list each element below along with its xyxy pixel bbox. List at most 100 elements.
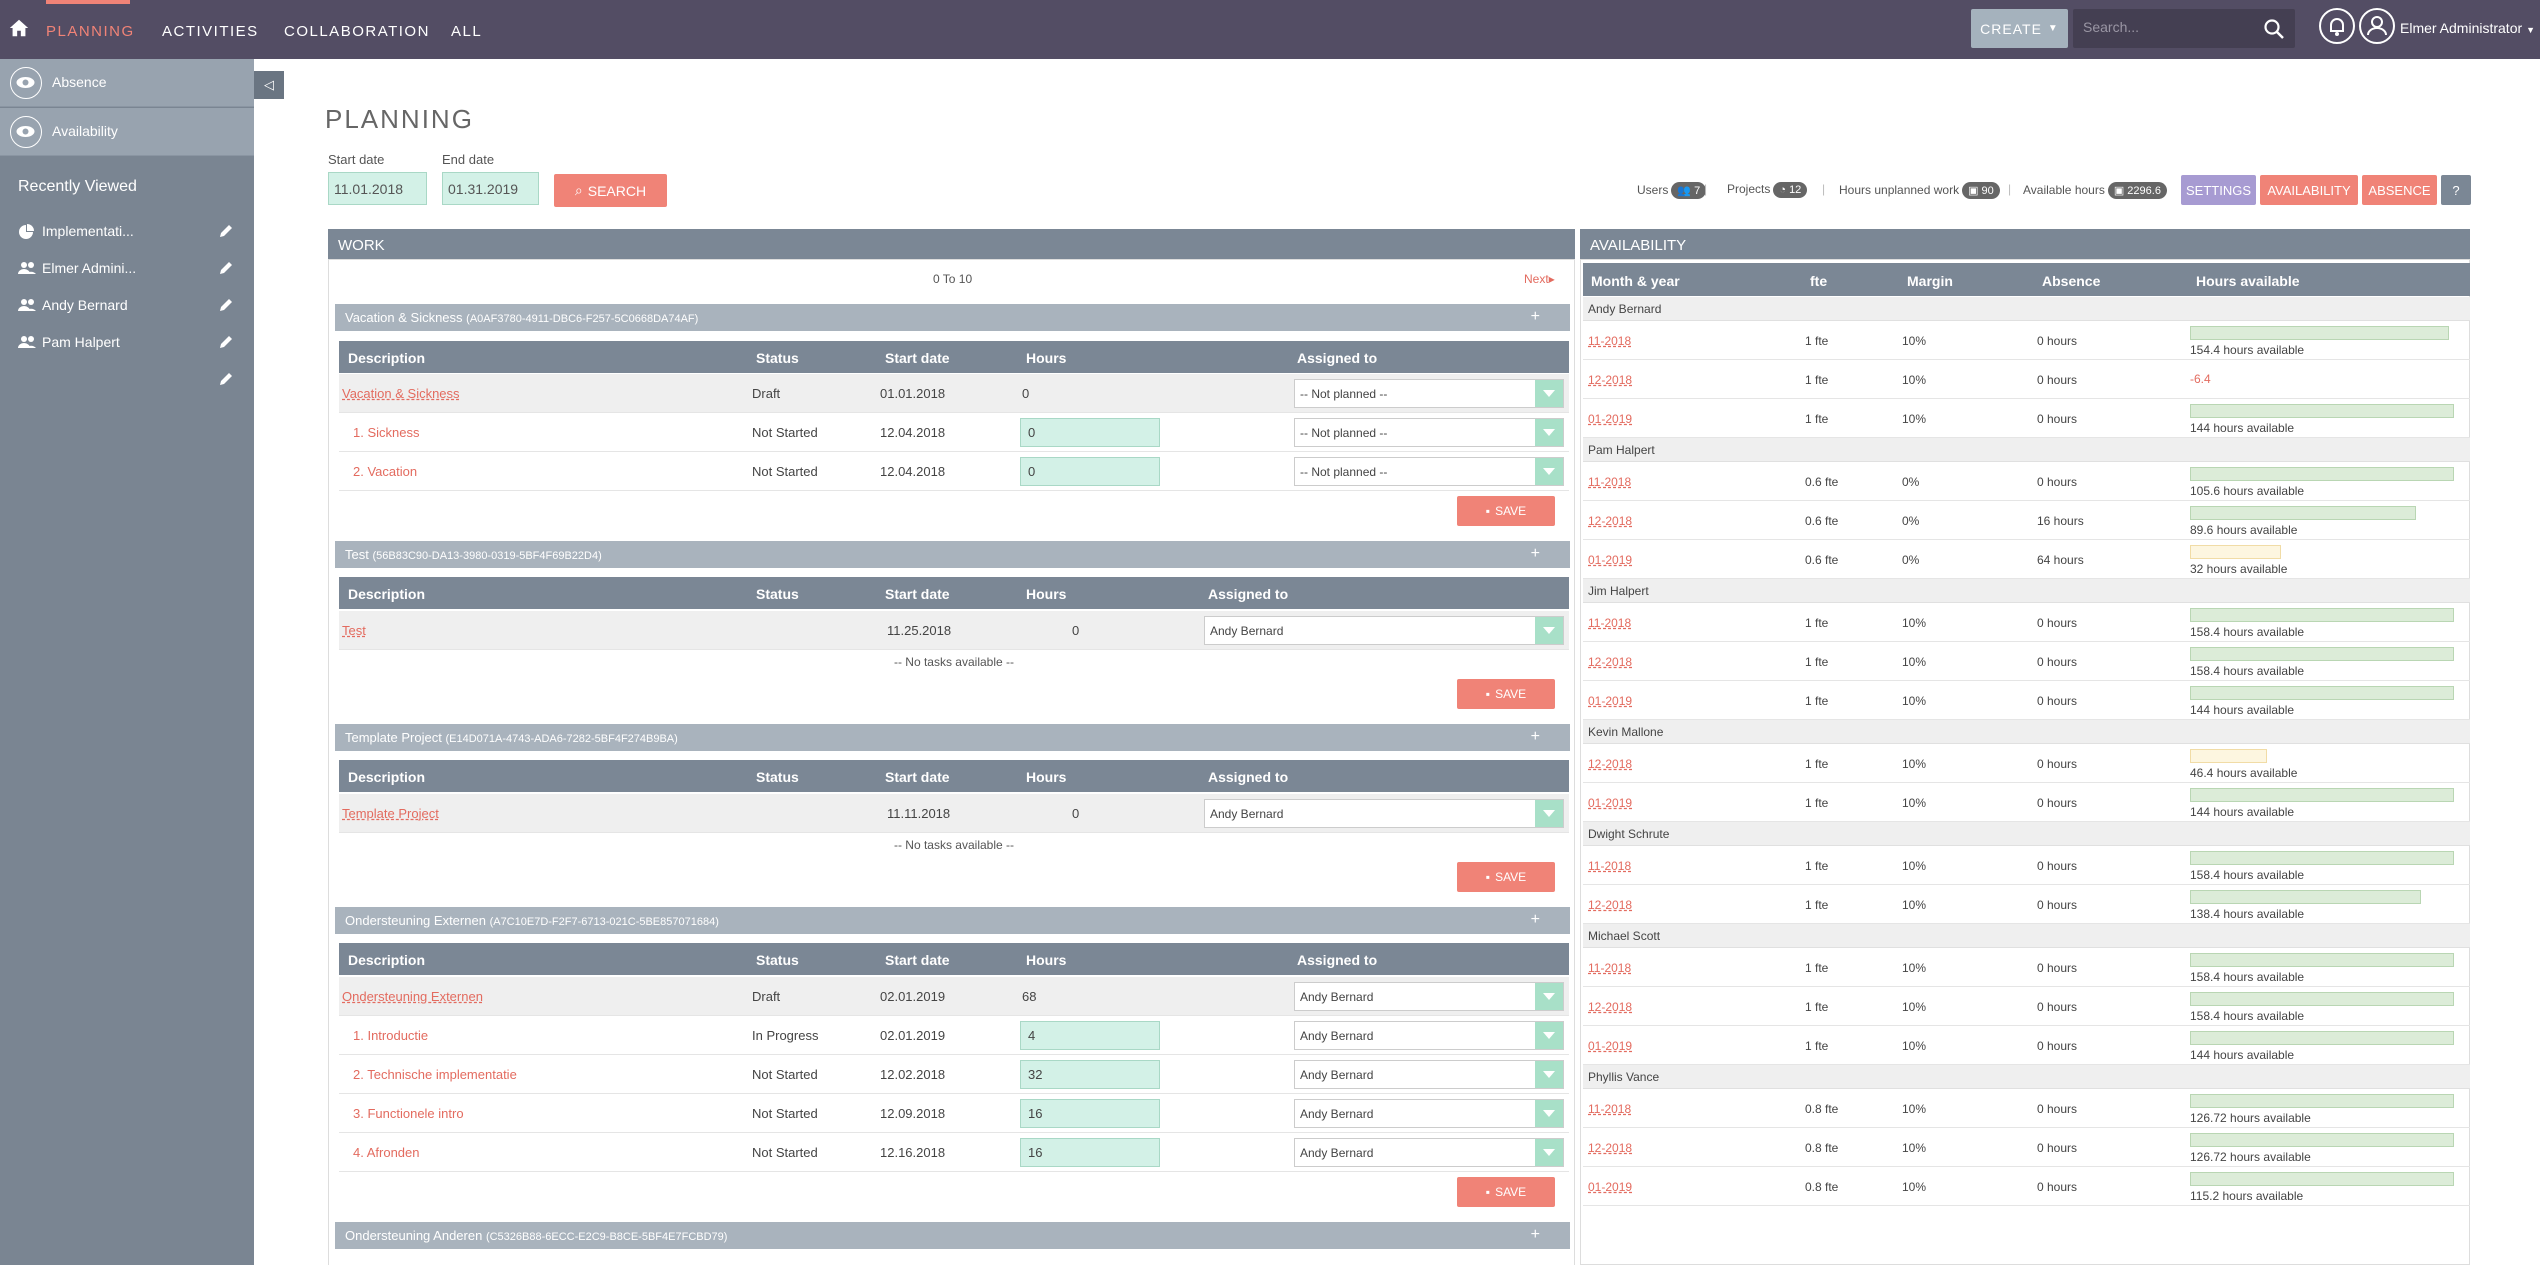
user-avatar-icon[interactable]	[2359, 8, 2395, 44]
month-link[interactable]: 01-2019	[1588, 553, 1633, 567]
task-link[interactable]: 2. Technische implementatie	[353, 1067, 517, 1082]
save-button[interactable]: ▪ SAVE	[1457, 862, 1555, 892]
month-link[interactable]: 12-2018	[1588, 1000, 1633, 1014]
month-link[interactable]: 01-2019	[1588, 796, 1633, 810]
project-link[interactable]: Template Project	[342, 806, 439, 821]
month-link[interactable]: 11-2018	[1588, 1102, 1632, 1116]
tab-planning[interactable]: PLANNING	[46, 23, 135, 40]
help-button[interactable]: ?	[2441, 175, 2471, 205]
end-date-field[interactable]: 01.31.2019	[442, 172, 539, 205]
month-link[interactable]: 12-2018	[1588, 655, 1633, 669]
expand-icon[interactable]: +	[1530, 308, 1540, 325]
project-link[interactable]: Test	[342, 623, 366, 638]
availability-button[interactable]: AVAILABILITY	[2260, 175, 2358, 205]
dropdown-arrow-icon	[1535, 617, 1563, 644]
search-icon[interactable]	[2263, 18, 2285, 40]
hours-input[interactable]: 4	[1020, 1021, 1160, 1050]
project-group-header[interactable]: Ondersteuning Externen (A7C10E7D-F2F7-67…	[335, 907, 1570, 934]
month-link[interactable]: 11-2018	[1588, 475, 1632, 489]
pager-next-label: Next	[1524, 272, 1549, 286]
notifications-bell-icon[interactable]	[2319, 8, 2355, 44]
home-icon[interactable]	[8, 17, 30, 39]
hours-input[interactable]: 16	[1020, 1099, 1160, 1128]
pencil-icon[interactable]	[218, 297, 234, 313]
month-link[interactable]: 12-2018	[1588, 514, 1633, 528]
hours-input[interactable]: 0	[1020, 418, 1160, 447]
expand-icon[interactable]: +	[1530, 545, 1540, 562]
month-link[interactable]: 12-2018	[1588, 1141, 1633, 1155]
hours-input[interactable]: 0	[1020, 457, 1160, 486]
hours-input[interactable]: 32	[1020, 1060, 1160, 1089]
pencil-icon[interactable]	[218, 223, 234, 239]
expand-icon[interactable]: +	[1530, 1226, 1540, 1243]
save-button[interactable]: ▪ SAVE	[1457, 496, 1555, 526]
save-button[interactable]: ▪ SAVE	[1457, 679, 1555, 709]
month-link[interactable]: 01-2019	[1588, 694, 1633, 708]
month-link[interactable]: 11-2018	[1588, 334, 1632, 348]
assigned-select[interactable]: -- Not planned --	[1294, 457, 1564, 486]
pager-next[interactable]: Next▸	[1524, 272, 1555, 286]
pencil-icon[interactable]	[218, 334, 234, 350]
search-button[interactable]: ⌕ SEARCH	[554, 174, 667, 207]
project-link[interactable]: Vacation & Sickness	[342, 386, 460, 401]
tab-all[interactable]: ALL	[451, 23, 483, 40]
sidebar-link-absence[interactable]: Absence	[0, 59, 254, 107]
expand-icon[interactable]: +	[1530, 728, 1540, 745]
month-link[interactable]: 11-2018	[1588, 616, 1632, 630]
month-link[interactable]: 01-2019	[1588, 1039, 1633, 1053]
month-link[interactable]: 01-2019	[1588, 1180, 1633, 1194]
search-input[interactable]	[2083, 19, 2243, 35]
settings-button[interactable]: SETTINGS	[2181, 175, 2256, 205]
month-link[interactable]: 01-2019	[1588, 412, 1633, 426]
task-link[interactable]: 1. Introductie	[353, 1028, 429, 1043]
assigned-select[interactable]: Andy Bernard	[1204, 799, 1564, 828]
recent-item[interactable]: Implementati...	[0, 217, 254, 247]
hours-available-text: 115.2 hours available	[2190, 1189, 2304, 1203]
absence-value: 0 hours	[2037, 412, 2078, 426]
project-group-header[interactable]: Template Project (E14D071A-4743-ADA6-728…	[335, 724, 1570, 751]
month-link[interactable]: 11-2018	[1588, 859, 1632, 873]
tab-activities[interactable]: ACTIVITIES	[162, 23, 259, 40]
task-link[interactable]: 4. Afronden	[353, 1145, 420, 1160]
absence-button[interactable]: ABSENCE	[2362, 175, 2437, 205]
assigned-select[interactable]: Andy Bernard	[1294, 1021, 1564, 1050]
user-menu[interactable]: Elmer Administrator ▼	[2400, 20, 2535, 36]
month-link[interactable]: 11-2018	[1588, 961, 1632, 975]
assigned-select[interactable]: Andy Bernard	[1294, 1099, 1564, 1128]
recent-item[interactable]	[0, 365, 254, 395]
task-link[interactable]: 3. Functionele intro	[353, 1106, 464, 1121]
hours-input[interactable]: 16	[1020, 1138, 1160, 1167]
month-link[interactable]: 12-2018	[1588, 898, 1633, 912]
task-link[interactable]: 1. Sickness	[353, 425, 420, 440]
save-button[interactable]: ▪ SAVE	[1457, 1177, 1555, 1207]
recent-item[interactable]: Pam Halpert	[0, 328, 254, 358]
unplanned-count-value: 90	[1981, 185, 1994, 197]
recent-item-label: Implementati...	[42, 223, 134, 239]
recent-item[interactable]: Elmer Admini...	[0, 254, 254, 284]
assigned-select[interactable]: -- Not planned --	[1294, 379, 1564, 408]
assigned-select[interactable]: Andy Bernard	[1204, 616, 1564, 645]
tab-collaboration[interactable]: COLLABORATION	[284, 23, 430, 40]
projects-count-value: 12	[1789, 184, 1802, 196]
month-link[interactable]: 12-2018	[1588, 757, 1633, 771]
project-link[interactable]: Ondersteuning Externen	[342, 989, 483, 1004]
assigned-select[interactable]: -- Not planned --	[1294, 418, 1564, 447]
collapse-sidebar-button[interactable]: ◁	[254, 71, 284, 99]
assigned-select[interactable]: Andy Bernard	[1294, 1138, 1564, 1167]
month-link[interactable]: 12-2018	[1588, 373, 1633, 387]
project-group-header[interactable]: Test (56B83C90-DA13-3980-0319-5BF4F69B22…	[335, 541, 1570, 568]
assigned-select[interactable]: Andy Bernard	[1294, 982, 1564, 1011]
recent-item[interactable]: Andy Bernard	[0, 291, 254, 321]
project-group-header[interactable]: Vacation & Sickness (A0AF3780-4911-DBC6-…	[335, 304, 1570, 331]
expand-icon[interactable]: +	[1530, 911, 1540, 928]
fte-value: 0.8 fte	[1805, 1180, 1839, 1194]
availability-row: 12-2018 0.6 fte 0% 16 hours 89.6 hours avail…	[1583, 501, 2470, 540]
pencil-icon[interactable]	[218, 260, 234, 276]
task-link[interactable]: 2. Vacation	[353, 464, 418, 479]
start-date-field[interactable]: 11.01.2018	[328, 172, 427, 205]
create-button[interactable]: CREATE ▼	[1971, 9, 2068, 48]
sidebar-link-availability[interactable]: Availability	[0, 108, 254, 156]
pencil-icon[interactable]	[218, 371, 234, 387]
assigned-select[interactable]: Andy Bernard	[1294, 1060, 1564, 1089]
project-group-header[interactable]: Ondersteuning Anderen (C5326B88-6ECC-E2C…	[335, 1222, 1570, 1249]
